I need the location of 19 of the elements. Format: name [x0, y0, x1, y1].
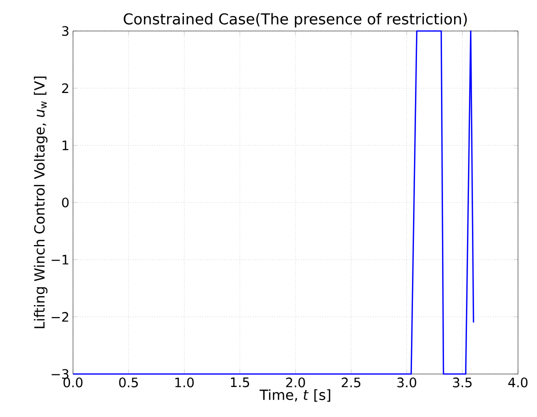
y-tick-label: 2	[62, 83, 68, 93]
x-tick-label: 3.0	[397, 378, 416, 388]
y-tick-label: 3	[62, 26, 68, 36]
y-tick-label: −3	[52, 369, 68, 379]
y-tick-label: −1	[52, 254, 68, 264]
x-tick-label: 4.0	[508, 378, 528, 388]
chart-title: Constrained Case(The presence of restriction)	[124, 12, 467, 28]
y-axis-title: Lifting Winch Control Voltage, u$_{w}$ [V]	[34, 76, 48, 328]
x-axis-title: Time, t [s]	[260, 389, 330, 402]
y-tick-label: 1	[62, 140, 68, 150]
y-tick-label: 0	[62, 198, 69, 208]
x-tick-label: 3.5	[453, 378, 472, 388]
x-tick-label: 2.5	[342, 378, 360, 388]
x-tick-label: 0.5	[119, 378, 138, 388]
y-tick-label: −2	[52, 312, 68, 322]
x-tick-label: 1.5	[230, 378, 250, 388]
x-tick-label: 0.0	[64, 378, 82, 388]
x-tick-label: 1.0	[175, 378, 194, 388]
x-tick-label: 2.0	[286, 378, 305, 388]
